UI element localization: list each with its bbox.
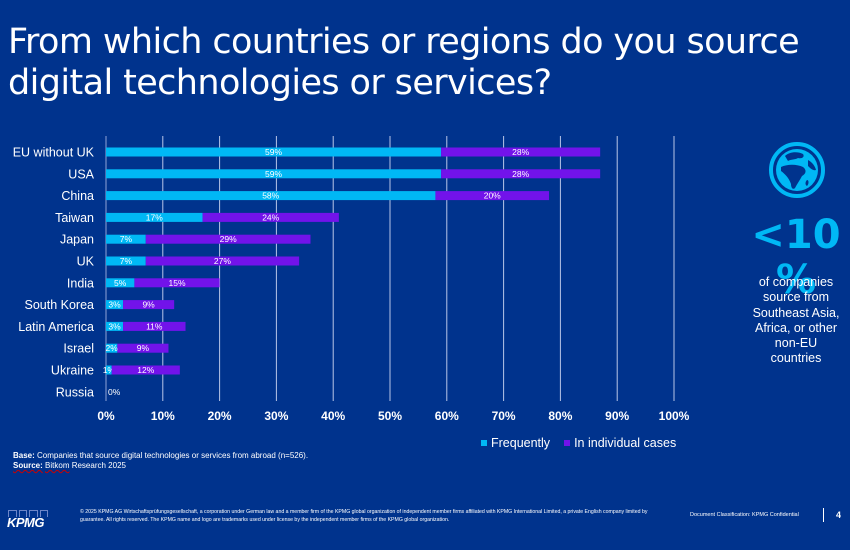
source-text: Research 2025 xyxy=(69,461,126,470)
data-label: 0% xyxy=(108,387,121,397)
footer-divider xyxy=(823,508,824,522)
x-tick-label: 60% xyxy=(435,409,459,423)
data-label: 7% xyxy=(120,234,133,244)
data-label: 24% xyxy=(262,212,279,222)
category-label: Taiwan xyxy=(55,211,94,225)
data-label: 3% xyxy=(108,300,121,310)
data-label: 28% xyxy=(512,147,529,157)
x-tick-label: 40% xyxy=(321,409,345,423)
category-label: EU without UK xyxy=(13,146,95,160)
bar-segment-individual-cases xyxy=(145,256,300,266)
chart-legend: Frequently In individual cases xyxy=(481,436,676,450)
base-note: Base: Companies that source digital tech… xyxy=(13,451,308,471)
data-label: 58% xyxy=(262,191,279,201)
bar-segment-individual-cases xyxy=(441,147,601,157)
page-number: 4 xyxy=(836,510,842,520)
category-label: UK xyxy=(77,255,95,269)
data-label: 59% xyxy=(265,147,282,157)
bar-segment-individual-cases xyxy=(123,300,175,310)
bar-segment-frequently xyxy=(106,321,124,331)
category-label: Russia xyxy=(56,385,94,399)
legend-swatch-individual-cases xyxy=(564,440,571,446)
bar-segment-frequently xyxy=(106,169,442,179)
data-label: 27% xyxy=(214,256,231,266)
x-tick-label: 80% xyxy=(548,409,572,423)
bar-segment-individual-cases xyxy=(134,278,220,288)
data-label: 3% xyxy=(108,321,121,331)
bar-segment-individual-cases xyxy=(111,365,180,375)
stacked-bar-chart: 59% 28% 59% 28% 58% 20% 17% 24% 7% 29% 7% 27% 5% 15% 3… xyxy=(13,136,690,423)
bar-segment-individual-cases xyxy=(441,169,601,179)
bar-segment-individual-cases xyxy=(435,191,550,201)
data-label: 12% xyxy=(137,365,154,375)
callout-panel: <10 % of companies source from Southeast… xyxy=(748,140,848,365)
source-name: Bitkom xyxy=(45,461,70,470)
x-tick-label: 50% xyxy=(378,409,402,423)
bar-segment-individual-cases xyxy=(202,212,339,222)
data-label: 11% xyxy=(146,321,163,331)
logo-boxes xyxy=(8,510,48,517)
slide-title: From which countries or regions do you s… xyxy=(8,22,800,103)
kpmg-logo: KPMG xyxy=(5,510,53,532)
bars: 59% 28% 59% 28% 58% 20% 17% 24% 7% 29% 7% 27% 5% 15% 3… xyxy=(103,147,601,397)
legend-label-individual-cases: In individual cases xyxy=(574,436,677,450)
globe-icon xyxy=(769,142,825,198)
base-label: Base: xyxy=(13,451,35,460)
category-label: India xyxy=(67,276,94,290)
x-tick-label: 10% xyxy=(151,409,175,423)
x-tick-label: 90% xyxy=(605,409,629,423)
x-tick-label: 70% xyxy=(492,409,516,423)
legend-label-frequently: Frequently xyxy=(491,436,551,450)
x-tick-label: 100% xyxy=(659,409,690,423)
legend-item-individual-cases: In individual cases xyxy=(564,436,676,450)
data-label: 15% xyxy=(168,278,185,288)
source-label: Source: xyxy=(13,461,43,470)
legend-item-frequently: Frequently xyxy=(481,436,550,450)
bar-segment-frequently xyxy=(106,256,146,266)
data-label: 17% xyxy=(146,212,163,222)
category-label: China xyxy=(61,189,94,203)
category-label: USA xyxy=(68,167,94,181)
callout-text: of companies source from Southeast Asia,… xyxy=(752,275,840,366)
legend-swatch-frequently xyxy=(481,440,487,446)
data-label: 29% xyxy=(220,234,237,244)
data-label: 7% xyxy=(120,256,133,266)
x-tick-label: 0% xyxy=(97,409,115,423)
data-label: 1% xyxy=(103,365,116,375)
callout-stat: <10 xyxy=(751,212,841,258)
data-label: 20% xyxy=(484,191,501,201)
category-labels: EU without UK USA China Taiwan Japan UK India S… xyxy=(13,146,95,400)
data-label: 9% xyxy=(137,343,150,353)
bar-segment-frequently xyxy=(106,300,124,310)
category-label: Israel xyxy=(63,342,94,356)
base-text: Companies that source digital technologi… xyxy=(34,451,309,460)
data-label: 5% xyxy=(114,278,127,288)
data-label: 59% xyxy=(265,169,282,179)
callout-stat-percent: % xyxy=(775,257,817,303)
bar-segment-individual-cases xyxy=(117,343,169,353)
bar-segment-individual-cases xyxy=(145,234,311,244)
x-tick-label: 20% xyxy=(208,409,232,423)
document-classification: Document Classification: KPMG Confidenti… xyxy=(690,512,799,518)
category-label: Ukraine xyxy=(51,364,94,378)
bar-segment-individual-cases xyxy=(123,321,186,331)
x-axis-ticks: 0% 10% 20% 30% 40% 50% 60% 70% 80% 90% 100% xyxy=(97,409,689,423)
copyright-text: © 2025 KPMG AG Wirtschaftsprüfungsgesell… xyxy=(80,509,648,523)
category-label: Latin America xyxy=(18,320,94,334)
bar-segment-frequently xyxy=(106,191,436,201)
bar-segment-frequently xyxy=(106,278,135,288)
x-tick-label: 30% xyxy=(264,409,288,423)
bar-segment-frequently xyxy=(106,234,146,244)
category-label: South Korea xyxy=(25,298,95,312)
data-label: 2% xyxy=(106,343,119,353)
bar-segment-frequently xyxy=(106,343,118,353)
gridlines xyxy=(105,136,675,401)
bar-segment-frequently xyxy=(106,147,442,157)
category-label: Japan xyxy=(60,233,94,247)
bar-segment-frequently xyxy=(106,365,112,375)
data-label: 28% xyxy=(512,169,529,179)
bar-segment-frequently xyxy=(106,212,203,222)
data-label: 9% xyxy=(142,300,155,310)
logo-wordmark: KPMG xyxy=(7,515,45,530)
